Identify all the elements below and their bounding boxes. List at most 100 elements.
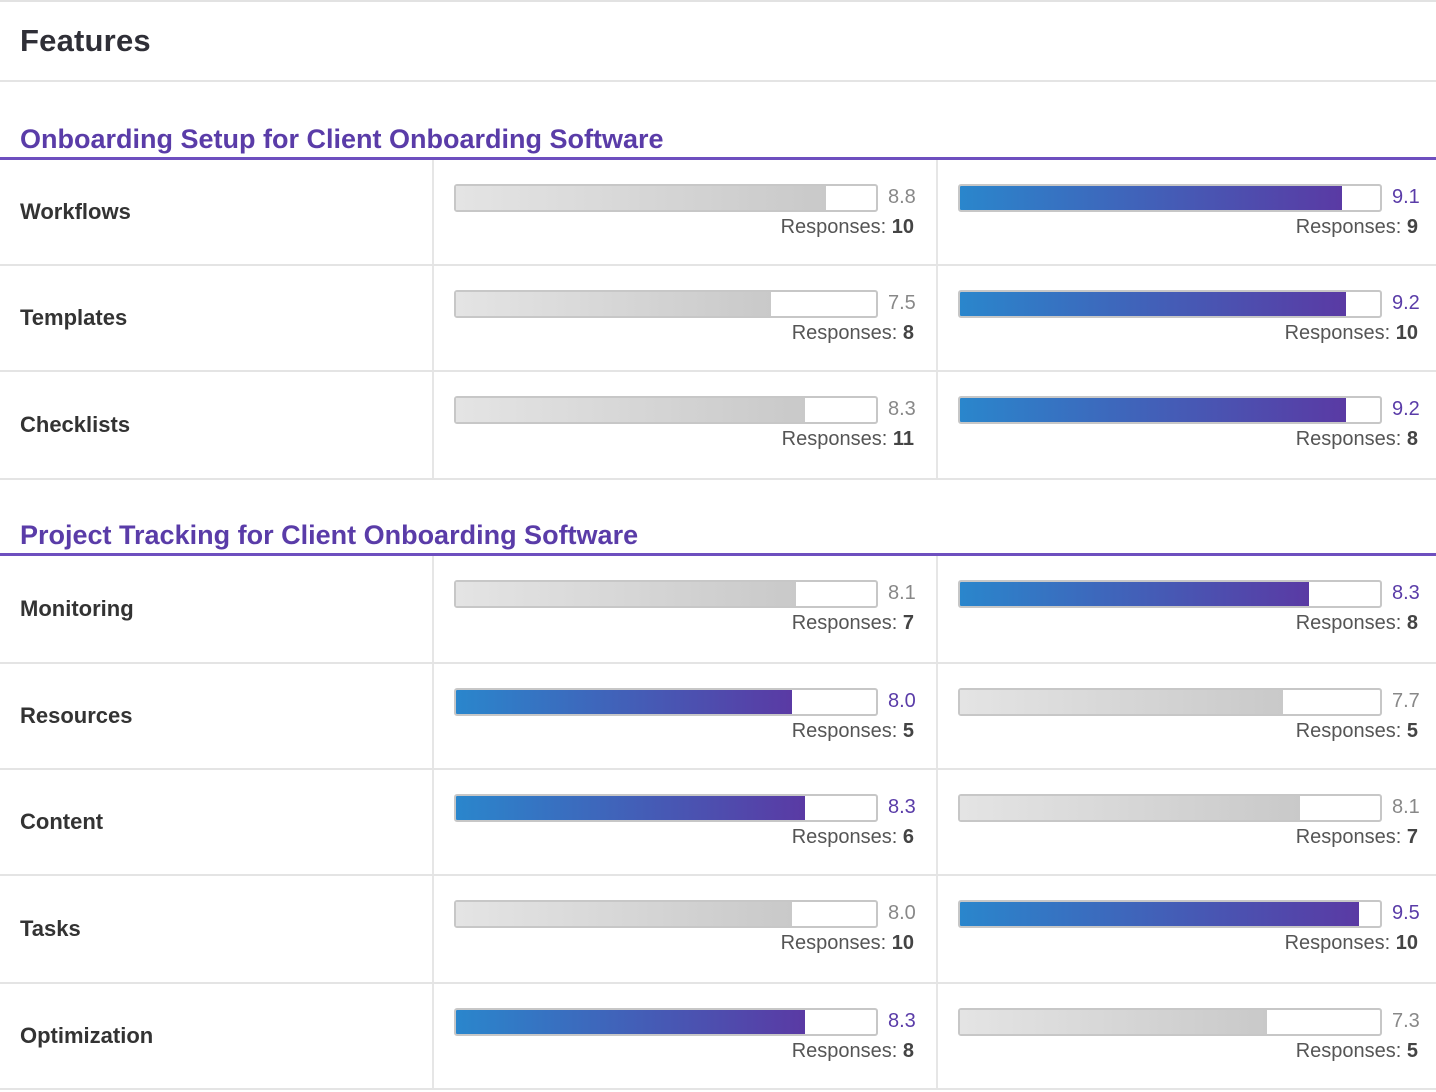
column-divider [936,876,938,982]
rating-bar-fill [960,292,1347,316]
section-header: Project Tracking for Client Onboarding S… [0,480,1436,556]
responses-label: Responses: [1295,826,1407,848]
section-title: Project Tracking for Client Onboarding S… [20,520,639,550]
responses-count: Responses: 6 [792,826,914,849]
responses-count: Responses: 11 [782,428,914,451]
rating-cell-right: 9.5 Responses: 10 [938,876,1436,982]
feature-row: Workflows 8.8 Responses: 10 9.1 Responses: 9 [0,160,1436,266]
rating-score: 9.5 [1392,902,1420,924]
feature-row: Checklists 8.3 Responses: 11 9.2 Responses: … [0,372,1436,480]
feature-row: Templates 7.5 Responses: 8 9.2 Responses: 10 [0,266,1436,372]
rating-bar [958,290,1382,318]
responses-value: 8 [1406,612,1418,634]
rating-bar-fill [960,796,1301,820]
responses-count: Responses: 7 [1296,826,1418,849]
responses-label: Responses: [1284,932,1396,954]
responses-value: 10 [891,932,914,954]
responses-label: Responses: [1295,720,1407,742]
responses-label: Responses: [1284,322,1396,344]
rating-bar-fill [456,902,792,926]
responses-count: Responses: 5 [1296,720,1418,743]
rating-cell-right: 7.3 Responses: 5 [938,984,1436,1088]
rating-score: 7.5 [888,292,916,314]
rating-cell-left: 8.1 Responses: 7 [434,556,934,662]
responses-label: Responses: [791,322,903,344]
rating-bar [958,184,1382,212]
responses-label: Responses: [791,1040,903,1062]
rating-score: 8.3 [888,1010,916,1032]
responses-label: Responses: [1295,216,1407,238]
responses-count: Responses: 5 [792,720,914,743]
column-divider [936,556,938,662]
column-divider [432,266,434,370]
responses-label: Responses: [780,932,892,954]
rating-bar [958,580,1382,608]
rating-score: 7.7 [1392,690,1420,712]
column-divider [936,770,938,874]
column-divider [936,984,938,1088]
feature-row: Resources 8.0 Responses: 5 7.7 Responses: 5 [0,664,1436,770]
column-divider [432,664,434,768]
rating-cell-left: 8.0 Responses: 5 [434,664,934,768]
rating-cell-left: 8.3 Responses: 6 [434,770,934,874]
rating-score: 9.1 [1392,186,1420,208]
rating-bar-fill [456,796,805,820]
feature-row: Optimization 8.3 Responses: 8 7.3 Responses:… [0,984,1436,1090]
feature-label: Content [20,809,104,834]
column-divider [432,770,434,874]
rating-score: 8.3 [888,398,916,420]
rating-bar-fill [960,398,1347,422]
feature-label: Workflows [20,199,131,224]
rating-cell-right: 9.2 Responses: 8 [938,372,1436,478]
column-divider [432,160,434,264]
responses-count: Responses: 10 [781,932,914,955]
rating-cell-right: 9.1 Responses: 9 [938,160,1436,264]
rating-cell-left: 8.3 Responses: 8 [434,984,934,1088]
responses-value: 8 [902,322,914,344]
feature-label: Templates [20,305,128,330]
feature-label: Checklists [20,412,131,437]
responses-value: 11 [892,428,914,450]
responses-count: Responses: 8 [1296,612,1418,635]
rating-bar [454,688,878,716]
rating-bar [454,396,878,424]
feature-label: Tasks [20,916,81,941]
responses-value: 6 [902,826,914,848]
column-divider [936,160,938,264]
responses-label: Responses: [791,720,903,742]
rating-cell-right: 7.7 Responses: 5 [938,664,1436,768]
rating-bar [958,688,1382,716]
responses-count: Responses: 7 [792,612,914,635]
column-divider [432,984,434,1088]
rating-bar [958,1008,1382,1036]
rating-bar-fill [960,186,1343,210]
page-title: Features [20,23,151,58]
features-content: Onboarding Setup for Client Onboarding S… [0,82,1436,1090]
responses-value: 9 [1406,216,1418,238]
responses-value: 5 [1406,1040,1418,1062]
rating-score: 7.3 [1392,1010,1420,1032]
rating-bar [454,794,878,822]
responses-label: Responses: [781,428,893,450]
rating-bar [454,290,878,318]
column-divider [936,266,938,370]
rating-cell-left: 8.0 Responses: 10 [434,876,934,982]
column-divider [936,664,938,768]
rating-bar-fill [456,1010,805,1034]
rating-score: 9.2 [1392,292,1420,314]
rating-bar-fill [960,902,1359,926]
rating-bar-fill [456,690,792,714]
rating-score: 8.0 [888,690,916,712]
responses-value: 5 [1406,720,1418,742]
rating-cell-right: 8.1 Responses: 7 [938,770,1436,874]
responses-label: Responses: [791,612,903,634]
responses-count: Responses: 9 [1296,216,1418,239]
responses-value: 8 [1406,428,1418,450]
responses-value: 10 [1395,932,1418,954]
features-header: Features [0,2,1436,82]
responses-value: 10 [891,216,914,238]
responses-value: 5 [902,720,914,742]
rating-cell-right: 9.2 Responses: 10 [938,266,1436,370]
section-title: Onboarding Setup for Client Onboarding S… [20,124,664,154]
